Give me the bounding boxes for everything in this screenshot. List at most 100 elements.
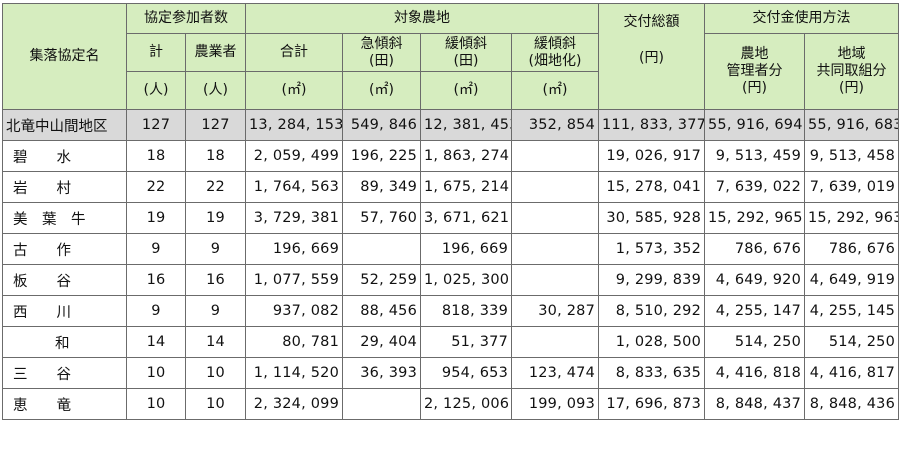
cell-community: 4, 255, 145 bbox=[804, 295, 899, 327]
cell-manager: 4, 649, 920 bbox=[704, 264, 805, 296]
cell-grant: 1, 028, 500 bbox=[598, 326, 705, 358]
cell-farmers: 16 bbox=[185, 264, 246, 296]
cell-manager: 514, 250 bbox=[704, 326, 805, 358]
header-gentle-label: 緩傾斜 bbox=[445, 35, 487, 52]
cell-manager: 8, 848, 437 bbox=[704, 388, 805, 420]
cell-steep: 549, 846 bbox=[342, 109, 421, 141]
cell-group-name: 三 谷 bbox=[2, 357, 127, 389]
cell-kei: 18 bbox=[126, 140, 186, 172]
table-row-total: 北竜中山間地区 127 127 13, 284, 153 549, 846 12… bbox=[2, 109, 899, 141]
cell-farmers: 19 bbox=[185, 202, 246, 234]
cell-total-area: 196, 669 bbox=[245, 233, 343, 265]
header-gentle-field-unit: (㎡) bbox=[511, 71, 599, 110]
header-total-area: 合計 bbox=[245, 33, 343, 72]
cell-group-name: 古 作 bbox=[2, 233, 127, 265]
cell-steep: 29, 404 bbox=[342, 326, 421, 358]
header-group-name: 集落協定名 bbox=[2, 3, 127, 110]
cell-gentle-field bbox=[511, 202, 599, 234]
cell-grant: 8, 833, 635 bbox=[598, 357, 705, 389]
cell-gentle-field: 123, 474 bbox=[511, 357, 599, 389]
cell-kei: 10 bbox=[126, 388, 186, 420]
header-manager-label: 農地 bbox=[740, 46, 769, 62]
header-farmers: 農業者 bbox=[185, 33, 246, 72]
cell-grant: 19, 026, 917 bbox=[598, 140, 705, 172]
cell-manager: 9, 513, 459 bbox=[704, 140, 805, 172]
cell-kei: 19 bbox=[126, 202, 186, 234]
header-gentle-field-sub: (畑地化) bbox=[528, 52, 582, 69]
header-usage: 交付金使用方法 bbox=[704, 3, 899, 34]
cell-gentle-field: 352, 854 bbox=[511, 109, 599, 141]
cell-group-name: 岩 村 bbox=[2, 171, 127, 203]
table-row: 碧 水 18 18 2, 059, 499 196, 225 1, 863, 2… bbox=[2, 140, 899, 172]
cell-gentle-field: 30, 287 bbox=[511, 295, 599, 327]
cell-kei: 10 bbox=[126, 357, 186, 389]
cell-gentle: 196, 669 bbox=[420, 233, 512, 265]
cell-community: 786, 676 bbox=[804, 233, 899, 265]
header-community-unit: (円) bbox=[839, 80, 864, 96]
header-community-label: 地域 bbox=[837, 46, 866, 62]
header-kei: 計 bbox=[126, 33, 186, 72]
cell-steep: 88, 456 bbox=[342, 295, 421, 327]
header-steep: 急傾斜 (田) bbox=[342, 33, 421, 72]
cell-steep: 196, 225 bbox=[342, 140, 421, 172]
cell-manager: 7, 639, 022 bbox=[704, 171, 805, 203]
header-gentle-sub: (田) bbox=[453, 52, 479, 69]
header-steep-unit: (㎡) bbox=[342, 71, 421, 110]
cell-steep: 36, 393 bbox=[342, 357, 421, 389]
cell-grant: 8, 510, 292 bbox=[598, 295, 705, 327]
cell-steep: 57, 760 bbox=[342, 202, 421, 234]
grant-table: 集落協定名 協定参加者数 対象農地 交付総額 (円) 交付金使用方法 計 農業者… bbox=[2, 3, 899, 420]
cell-steep bbox=[342, 388, 421, 420]
header-farmland-manager: 農地 管理者分 (円) bbox=[704, 33, 805, 110]
header-steep-label: 急傾斜 bbox=[360, 35, 403, 52]
cell-gentle-field bbox=[511, 140, 599, 172]
cell-gentle: 2, 125, 006 bbox=[420, 388, 512, 420]
cell-kei: 14 bbox=[126, 326, 186, 358]
cell-gentle: 1, 675, 214 bbox=[420, 171, 512, 203]
cell-total-area: 2, 059, 499 bbox=[245, 140, 343, 172]
cell-community: 514, 250 bbox=[804, 326, 899, 358]
cell-steep: 52, 259 bbox=[342, 264, 421, 296]
cell-farmers: 10 bbox=[185, 357, 246, 389]
header-participants: 協定参加者数 bbox=[126, 3, 246, 34]
cell-group-name: 美 葉 牛 bbox=[2, 202, 127, 234]
header-steep-sub: (田) bbox=[369, 52, 394, 69]
cell-grant: 9, 299, 839 bbox=[598, 264, 705, 296]
header-grant-total: 交付総額 (円) bbox=[598, 3, 705, 110]
cell-total-area: 937, 082 bbox=[245, 295, 343, 327]
table-row: 岩 村 22 22 1, 764, 563 89, 349 1, 675, 21… bbox=[2, 171, 899, 203]
cell-manager: 4, 416, 818 bbox=[704, 357, 805, 389]
cell-steep: 89, 349 bbox=[342, 171, 421, 203]
cell-grant: 30, 585, 928 bbox=[598, 202, 705, 234]
cell-kei: 9 bbox=[126, 295, 186, 327]
cell-gentle-field bbox=[511, 326, 599, 358]
cell-community: 4, 416, 817 bbox=[804, 357, 899, 389]
cell-grant: 15, 278, 041 bbox=[598, 171, 705, 203]
cell-steep bbox=[342, 233, 421, 265]
table-row: 恵 竜 10 10 2, 324, 099 2, 125, 006 199, 0… bbox=[2, 388, 899, 420]
header-gentle: 緩傾斜 (田) bbox=[420, 33, 512, 72]
cell-grant: 17, 696, 873 bbox=[598, 388, 705, 420]
cell-gentle-field bbox=[511, 233, 599, 265]
cell-gentle-field bbox=[511, 171, 599, 203]
cell-group-name: 恵 竜 bbox=[2, 388, 127, 420]
cell-gentle: 954, 653 bbox=[420, 357, 512, 389]
header-farmland: 対象農地 bbox=[245, 3, 599, 34]
cell-grant: 111, 833, 377 bbox=[598, 109, 705, 141]
cell-gentle: 51, 377 bbox=[420, 326, 512, 358]
cell-total-area: 1, 114, 520 bbox=[245, 357, 343, 389]
header-kei-unit: (人) bbox=[126, 71, 186, 110]
cell-group-name: 和 bbox=[2, 326, 127, 358]
cell-farmers: 9 bbox=[185, 295, 246, 327]
table-row: 三 谷 10 10 1, 114, 520 36, 393 954, 653 1… bbox=[2, 357, 899, 389]
table-row: 古 作 9 9 196, 669 196, 669 1, 573, 352 78… bbox=[2, 233, 899, 265]
cell-community: 9, 513, 458 bbox=[804, 140, 899, 172]
cell-gentle: 3, 671, 621 bbox=[420, 202, 512, 234]
cell-community: 7, 639, 019 bbox=[804, 171, 899, 203]
header-community-sub: 共同取組分 bbox=[816, 63, 887, 79]
cell-total-area: 13, 284, 153 bbox=[245, 109, 343, 141]
cell-group-name: 板 谷 bbox=[2, 264, 127, 296]
header-gentle-field: 緩傾斜 (畑地化) bbox=[511, 33, 599, 72]
cell-community: 4, 649, 919 bbox=[804, 264, 899, 296]
header-total-area-unit: (㎡) bbox=[245, 71, 343, 110]
